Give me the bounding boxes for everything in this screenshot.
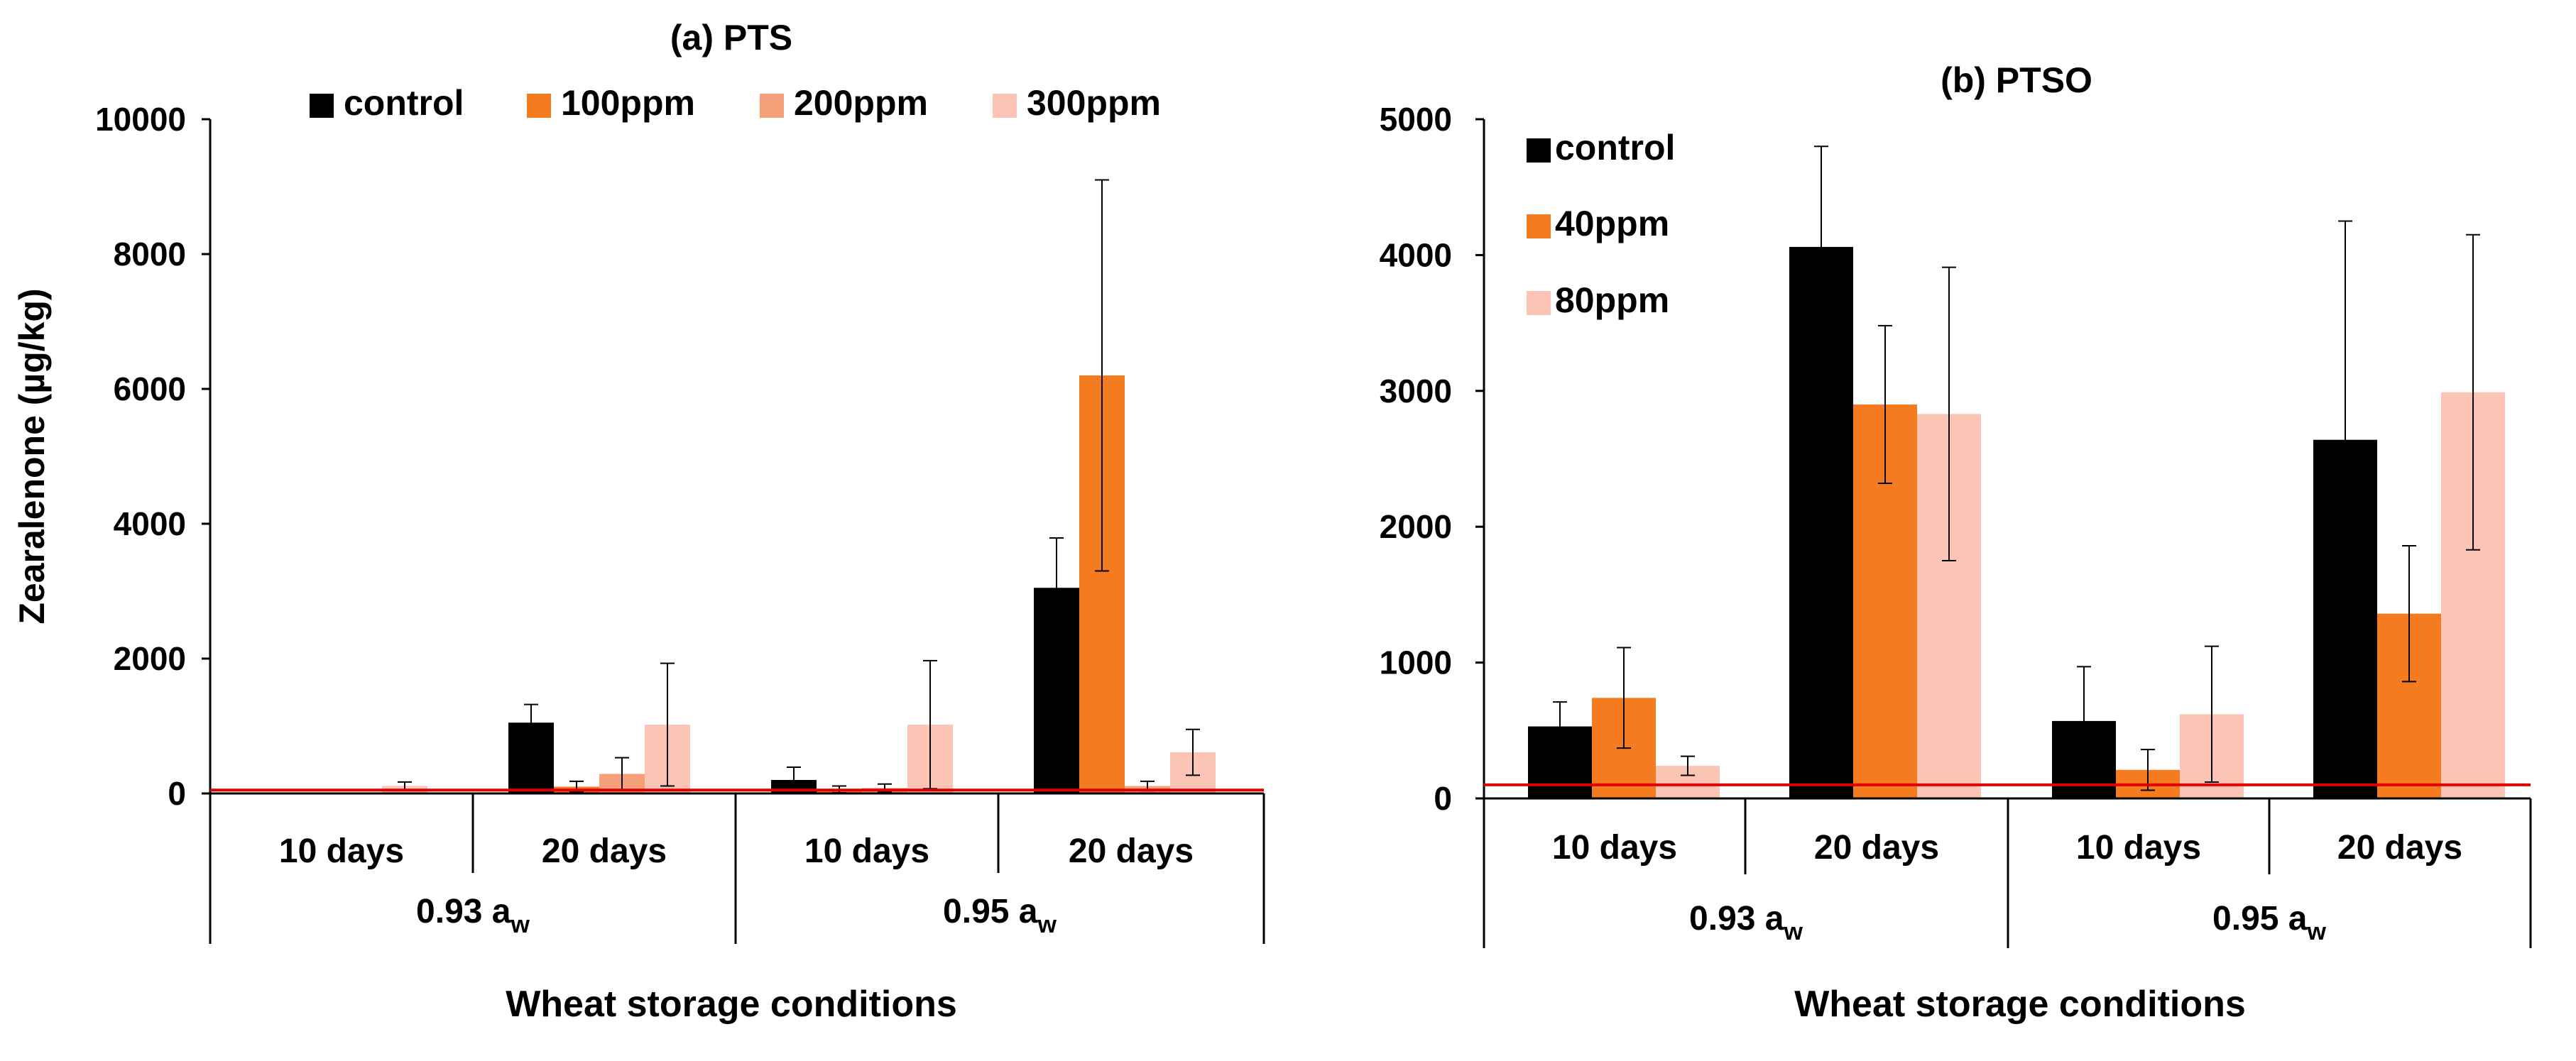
legend-label: 200ppm — [794, 83, 928, 123]
y-tick-label: 0 — [1434, 780, 1452, 817]
panel-a-chart: (a) PTS Zearalenone (µg/kg) 0 2000 4000 6000 8… — [12, 18, 1265, 1025]
group-label: 0.93 aw — [1689, 900, 1803, 945]
group-label-subscript: w — [511, 911, 530, 938]
category-label: 10 days — [804, 832, 929, 870]
legend-label: control — [1555, 128, 1675, 167]
legend-label: control — [344, 83, 464, 123]
legend-label: 300ppm — [1027, 83, 1161, 123]
x-axis-label: Wheat storage conditions — [506, 984, 957, 1025]
group-label-text: 0.93 a — [416, 893, 511, 930]
y-tick-label: 2000 — [114, 640, 186, 677]
category-label: 20 days — [1069, 832, 1194, 870]
legend-swatch-40ppm — [1527, 214, 1551, 238]
legend-swatch-80ppm — [1527, 291, 1551, 315]
group-label-subscript: w — [2307, 918, 2327, 945]
group-label-text: 0.95 a — [943, 893, 1038, 930]
legend-swatch-300ppm — [993, 94, 1017, 118]
y-axis-label: Zearalenone (µg/kg) — [12, 288, 52, 624]
group-label: 0.93 aw — [416, 893, 530, 938]
group-label-text: 0.95 a — [2212, 900, 2308, 938]
legend-swatch-control — [1527, 138, 1551, 163]
legend-label: 40ppm — [1555, 204, 1669, 243]
legend-swatch-100ppm — [527, 94, 551, 118]
y-tick-label: 4000 — [1380, 236, 1452, 273]
y-tick-label: 3000 — [1380, 373, 1452, 409]
y-tick-label: 6000 — [114, 370, 186, 407]
legend-swatch-control — [310, 94, 334, 118]
y-tick-label: 1000 — [1380, 644, 1452, 681]
group-label-subscript: w — [1037, 911, 1057, 938]
y-tick-label: 0 — [168, 775, 186, 812]
category-label: 10 days — [2076, 829, 2201, 867]
chart-title: (b) PTSO — [1941, 60, 2092, 100]
legend-label: 80ppm — [1555, 280, 1669, 320]
category-label: 20 days — [542, 832, 667, 870]
group-label: 0.95 aw — [2212, 900, 2326, 945]
chart-title: (a) PTS — [670, 18, 792, 57]
y-tick-label: 4000 — [114, 505, 186, 542]
y-tick-label: 10000 — [95, 101, 186, 138]
group-label: 0.95 aw — [943, 893, 1057, 938]
category-label: 20 days — [1814, 829, 1939, 867]
legend-swatch-200ppm — [760, 94, 784, 118]
y-tick-label: 2000 — [1380, 508, 1452, 545]
y-tick-label: 8000 — [114, 236, 186, 273]
panel-b-chart: (b) PTSO 0 1000 2000 3000 4000 5000 10 days 20 d… — [1380, 60, 2532, 1025]
category-label: 10 days — [1552, 829, 1677, 867]
category-label: 10 days — [279, 832, 404, 870]
category-label: 20 days — [2337, 829, 2462, 867]
group-label-subscript: w — [1784, 918, 1803, 945]
y-tick-label: 5000 — [1380, 101, 1452, 138]
x-axis-label: Wheat storage conditions — [1794, 984, 2246, 1025]
group-label-text: 0.93 a — [1689, 900, 1784, 938]
legend-label: 100ppm — [561, 83, 695, 123]
